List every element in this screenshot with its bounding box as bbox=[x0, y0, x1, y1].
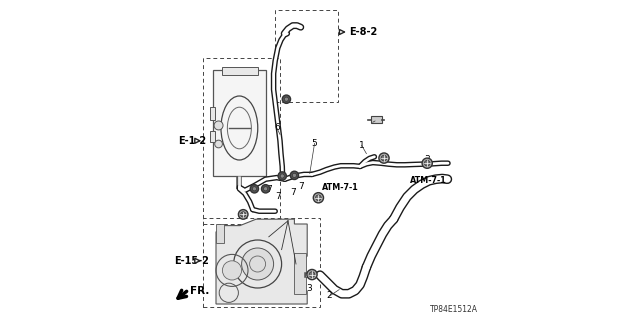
Text: 7: 7 bbox=[282, 96, 287, 105]
Circle shape bbox=[252, 187, 257, 191]
Text: 3: 3 bbox=[380, 153, 385, 162]
Circle shape bbox=[381, 155, 387, 161]
Circle shape bbox=[238, 210, 248, 219]
Text: 3: 3 bbox=[307, 284, 312, 293]
Text: E-15-2: E-15-2 bbox=[174, 256, 209, 266]
FancyBboxPatch shape bbox=[223, 67, 258, 75]
Circle shape bbox=[316, 195, 321, 201]
Circle shape bbox=[250, 185, 259, 193]
Text: 7: 7 bbox=[291, 188, 296, 197]
Text: E-1-2: E-1-2 bbox=[178, 136, 206, 146]
Circle shape bbox=[214, 121, 223, 130]
Text: TP84E1512A: TP84E1512A bbox=[430, 305, 479, 314]
FancyBboxPatch shape bbox=[371, 116, 381, 123]
Circle shape bbox=[284, 97, 289, 101]
Circle shape bbox=[262, 185, 270, 193]
Text: 8: 8 bbox=[372, 116, 378, 125]
Circle shape bbox=[290, 171, 298, 180]
Text: 4: 4 bbox=[238, 211, 243, 220]
Text: 1: 1 bbox=[359, 141, 364, 150]
Text: FR.: FR. bbox=[191, 286, 210, 296]
Text: 2: 2 bbox=[327, 292, 332, 300]
Circle shape bbox=[422, 158, 433, 168]
Circle shape bbox=[309, 272, 315, 277]
Text: 7: 7 bbox=[298, 182, 303, 191]
FancyBboxPatch shape bbox=[210, 131, 215, 142]
Text: ATM-7-1: ATM-7-1 bbox=[323, 183, 359, 192]
Circle shape bbox=[241, 212, 246, 217]
Text: 6: 6 bbox=[274, 124, 280, 132]
Circle shape bbox=[292, 173, 296, 177]
Text: 7: 7 bbox=[276, 192, 281, 201]
FancyBboxPatch shape bbox=[216, 224, 224, 243]
Text: 7: 7 bbox=[266, 185, 271, 194]
Polygon shape bbox=[216, 219, 307, 304]
Circle shape bbox=[379, 153, 389, 163]
Circle shape bbox=[307, 269, 317, 280]
FancyBboxPatch shape bbox=[212, 70, 266, 176]
Circle shape bbox=[223, 261, 242, 280]
Text: 3: 3 bbox=[424, 156, 430, 164]
Text: 5: 5 bbox=[312, 139, 317, 148]
Circle shape bbox=[280, 174, 284, 178]
Circle shape bbox=[242, 248, 274, 280]
Circle shape bbox=[282, 95, 291, 103]
Circle shape bbox=[424, 160, 430, 166]
Text: ATM-7-1: ATM-7-1 bbox=[410, 176, 447, 185]
Circle shape bbox=[215, 140, 223, 148]
Circle shape bbox=[264, 187, 268, 191]
Text: 3: 3 bbox=[316, 193, 322, 202]
FancyBboxPatch shape bbox=[210, 107, 215, 120]
FancyBboxPatch shape bbox=[294, 253, 306, 294]
Text: E-8-2: E-8-2 bbox=[349, 27, 377, 37]
Circle shape bbox=[278, 172, 287, 180]
Circle shape bbox=[314, 193, 323, 203]
